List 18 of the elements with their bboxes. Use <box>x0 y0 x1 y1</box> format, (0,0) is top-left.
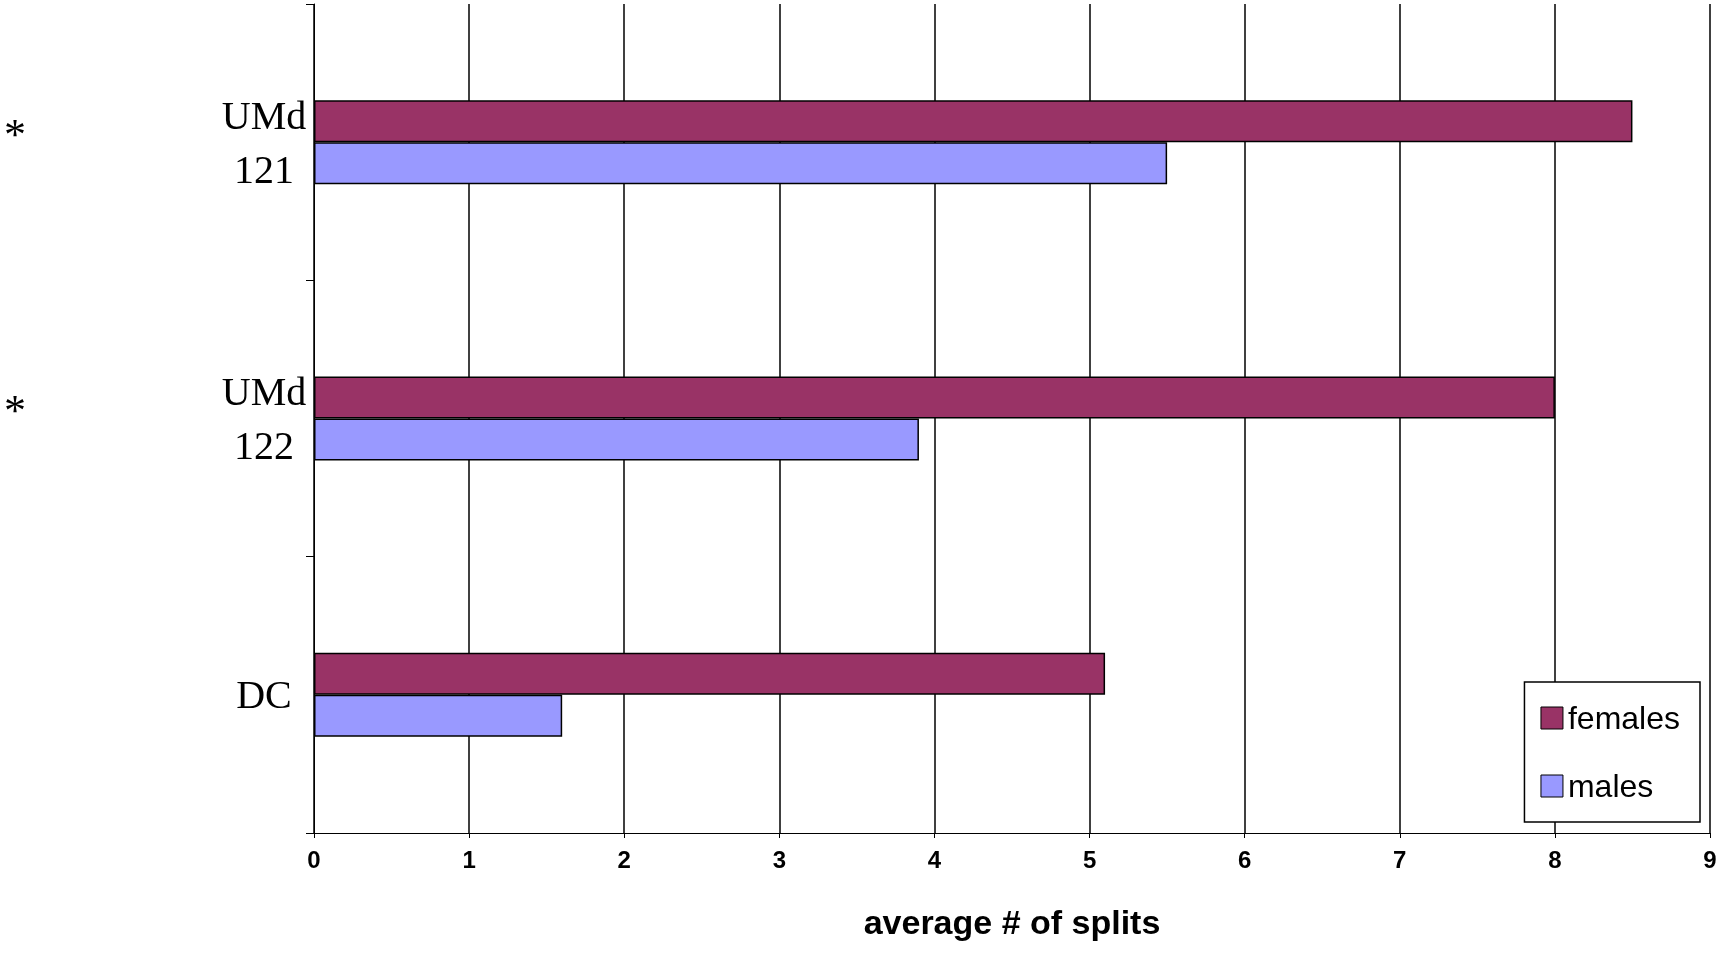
x-axis-title: average # of splits <box>863 903 1161 941</box>
x-tick-label: 6 <box>1237 845 1252 873</box>
x-tick-label: 2 <box>617 845 631 873</box>
y-tick-label: DC <box>236 672 292 718</box>
legend-label: females <box>1567 700 1680 736</box>
x-tick-label: 9 <box>1703 845 1717 873</box>
x-tick-label: 8 <box>1548 845 1562 873</box>
x-tick-label: 3 <box>772 845 787 873</box>
text: * <box>4 109 26 159</box>
x-tick-label: 7 <box>1393 845 1407 873</box>
x-tick-label: 4 <box>927 845 942 873</box>
y-tick-label: UMd 121 <box>221 92 307 192</box>
legend-label: males <box>1567 768 1654 804</box>
text: * <box>4 386 26 435</box>
x-tick-label: 0 <box>307 845 321 873</box>
x-tick-label: 1 <box>462 845 476 873</box>
x-tick-label: 5 <box>1082 845 1097 873</box>
y-tick-label: UMd 122 <box>221 369 307 468</box>
